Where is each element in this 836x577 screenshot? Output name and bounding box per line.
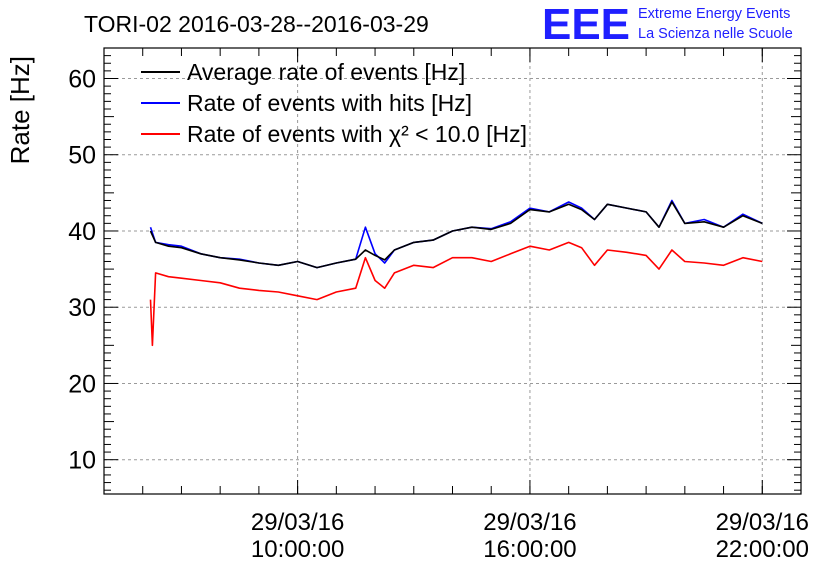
legend-label: Average rate of events [Hz] bbox=[187, 59, 465, 85]
y-axis-label: Rate [Hz] bbox=[5, 56, 35, 164]
legend-label: Rate of events with hits [Hz] bbox=[187, 90, 472, 116]
x-tick-label-date: 29/03/16 bbox=[483, 509, 576, 536]
eee-logo: EEE Extreme Energy Events La Scienza nel… bbox=[542, 0, 793, 49]
y-tick-label: 30 bbox=[68, 294, 96, 322]
y-tick-label: 50 bbox=[68, 142, 96, 170]
legend: Average rate of events [Hz] Rate of event… bbox=[141, 59, 527, 147]
y-tick-label: 40 bbox=[68, 218, 96, 246]
x-tick-label-time: 10:00:00 bbox=[251, 536, 344, 563]
x-tick-label-time: 22:00:00 bbox=[716, 536, 809, 563]
x-tick-label-time: 16:00:00 bbox=[483, 536, 576, 563]
axes bbox=[103, 47, 802, 495]
y-tick-label: 10 bbox=[68, 447, 96, 475]
series-line-0 bbox=[149, 201, 763, 269]
x-tick-label-date: 29/03/16 bbox=[251, 509, 344, 536]
plot-frame bbox=[103, 47, 802, 495]
series-lines bbox=[149, 199, 763, 347]
x-tick-label-date: 29/03/16 bbox=[716, 509, 809, 536]
y-tick-label: 60 bbox=[68, 65, 96, 93]
eee-logo-line2: La Scienza nelle Scuole bbox=[638, 26, 793, 42]
series-line-2 bbox=[149, 241, 763, 347]
y-tick-label: 20 bbox=[68, 370, 96, 398]
tick-labels: 10203040506029/03/1610:00:0029/03/1616:0… bbox=[68, 65, 809, 563]
legend-label: Rate of events with χ² < 10.0 [Hz] bbox=[187, 121, 527, 147]
chart-title: TORI-02 2016-03-28--2016-03-29 bbox=[84, 11, 429, 37]
eee-logo-line1: Extreme Energy Events bbox=[638, 6, 790, 22]
eee-logo-mark: EEE bbox=[542, 0, 630, 49]
